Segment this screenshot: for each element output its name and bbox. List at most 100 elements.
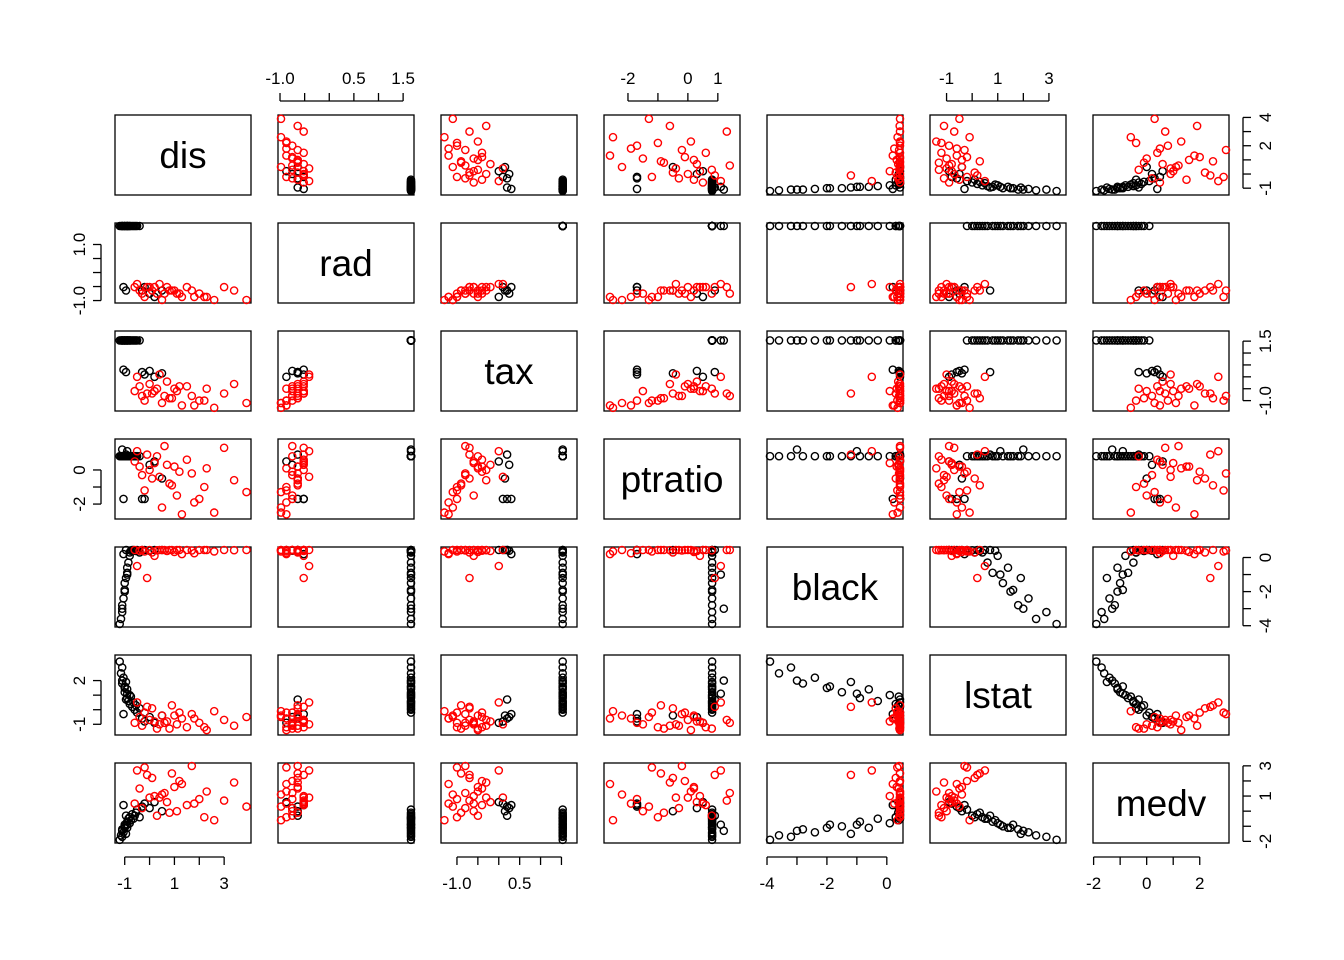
- point-red: [932, 463, 941, 473]
- point-red: [1166, 370, 1175, 379]
- point-black: [632, 800, 642, 810]
- point-red: [934, 393, 944, 403]
- panel-frame: [766, 114, 904, 196]
- panel-black-vs-medv: [1092, 545, 1231, 629]
- point-red: [1200, 548, 1210, 557]
- point-black: [716, 689, 726, 699]
- point-black: [1102, 183, 1112, 192]
- point-red: [452, 486, 462, 495]
- point-black: [406, 692, 416, 701]
- point-black: [558, 826, 567, 836]
- point-red: [949, 389, 959, 398]
- right-axis-tax: -1.0 1.5: [1242, 329, 1275, 415]
- point-red: [477, 455, 487, 465]
- point-red: [440, 132, 449, 142]
- point-black: [406, 545, 416, 555]
- point-red: [460, 718, 470, 728]
- point-black: [895, 336, 905, 345]
- point-red: [132, 766, 142, 775]
- point-black: [406, 604, 416, 614]
- tick-label: 0.5: [342, 69, 366, 88]
- point-red: [1155, 714, 1165, 723]
- point-black: [502, 494, 512, 504]
- point-red: [689, 782, 699, 792]
- point-red: [895, 286, 905, 295]
- point-red: [617, 545, 627, 555]
- point-red: [150, 551, 159, 561]
- point-black: [1134, 695, 1144, 704]
- point-red: [473, 289, 483, 298]
- point-red: [1155, 401, 1165, 410]
- point-red: [659, 808, 669, 818]
- point-black: [121, 545, 131, 555]
- point-red: [895, 482, 905, 492]
- point-red: [1166, 164, 1175, 173]
- point-red: [962, 467, 972, 477]
- point-red: [965, 132, 974, 142]
- point-red: [304, 370, 314, 379]
- point-red: [944, 391, 954, 401]
- point-black: [944, 372, 954, 382]
- point-black: [1006, 221, 1015, 231]
- point-black: [1006, 336, 1015, 345]
- point-red: [1134, 165, 1144, 175]
- point-black: [1042, 832, 1051, 842]
- point-black: [996, 182, 1005, 192]
- point-black: [810, 673, 820, 683]
- point-red: [299, 770, 309, 780]
- point-red: [892, 711, 901, 720]
- point-red: [701, 545, 711, 555]
- point-black: [1147, 366, 1157, 376]
- point-red: [473, 787, 483, 796]
- point-red: [939, 379, 949, 389]
- point-black: [1155, 494, 1165, 504]
- point-red: [187, 761, 197, 771]
- point-red: [1168, 458, 1178, 468]
- point-red: [465, 770, 474, 780]
- point-black: [774, 336, 784, 345]
- point-red: [481, 169, 491, 179]
- point-black: [774, 186, 784, 195]
- panel-ptratio-vs-dis: [114, 438, 252, 520]
- point-black: [1118, 221, 1128, 231]
- point-red: [477, 175, 487, 184]
- point-black: [632, 367, 642, 377]
- point-red: [460, 709, 470, 719]
- point-red: [890, 401, 899, 410]
- point-red: [465, 702, 474, 712]
- point-black: [1107, 221, 1117, 231]
- point-red: [1131, 292, 1141, 302]
- point-red: [440, 547, 449, 556]
- point-red: [1206, 389, 1215, 398]
- point-red: [1184, 286, 1194, 295]
- panel-frame: [277, 222, 415, 304]
- point-red: [288, 545, 297, 555]
- point-red: [659, 545, 669, 555]
- bottom-axis-medv: -2 0 2: [1086, 856, 1204, 893]
- point-red: [659, 286, 669, 295]
- point-red: [973, 171, 982, 180]
- point-red: [653, 138, 663, 148]
- point-black: [1006, 587, 1015, 596]
- point-black: [406, 826, 416, 836]
- point-red: [937, 800, 946, 810]
- point-black: [716, 336, 726, 345]
- point-red: [1195, 289, 1204, 298]
- point-red: [172, 491, 182, 500]
- point-red: [867, 279, 877, 289]
- point-red: [665, 778, 675, 787]
- bottom-axis-black: -4 -2 0: [759, 856, 892, 893]
- point-red: [242, 295, 251, 305]
- panel-frame: [114, 114, 252, 196]
- point-red: [452, 763, 462, 772]
- point-red: [1142, 491, 1152, 500]
- point-black: [792, 336, 802, 345]
- point-black: [1131, 221, 1141, 231]
- point-red: [195, 718, 204, 728]
- point-red: [293, 808, 303, 818]
- tick-label: -1: [117, 874, 132, 893]
- point-red: [1190, 151, 1199, 160]
- point-red: [980, 446, 990, 456]
- point-black: [855, 182, 865, 192]
- tick-label: 2: [1256, 141, 1275, 150]
